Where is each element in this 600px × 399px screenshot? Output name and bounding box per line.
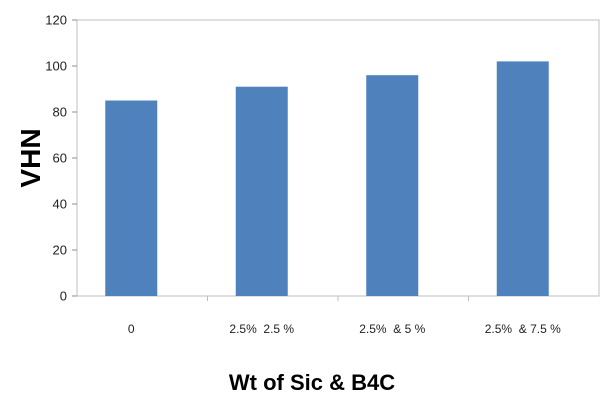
y-tick-label: 40 <box>53 197 67 212</box>
y-axis-ticks: 0 20 40 60 80 100 120 <box>45 13 77 304</box>
bars <box>105 61 549 297</box>
y-tick-label: 80 <box>53 105 67 120</box>
x-axis-categories: 0 2.5% 2.5 % 2.5% & 5 % 2.5% & 7.5 % <box>128 296 561 336</box>
y-tick-label: 60 <box>53 151 67 166</box>
bar-1 <box>235 86 288 296</box>
y-tick-label: 100 <box>45 59 67 74</box>
x-category-label: 2.5% & 7.5 % <box>485 322 561 336</box>
bar-2 <box>366 75 419 296</box>
y-tick-label: 20 <box>53 243 67 258</box>
x-category-label: 2.5% 2.5 % <box>229 322 294 336</box>
y-tick-label: 0 <box>60 289 67 304</box>
y-tick-label: 120 <box>45 13 67 28</box>
x-axis-title: Wt of Sic & B4C <box>229 370 395 395</box>
x-category-label: 2.5% & 5 % <box>359 322 425 336</box>
y-axis-title: VHN <box>15 128 46 187</box>
bar-0 <box>105 100 158 296</box>
bar-3 <box>496 61 549 297</box>
x-category-label: 0 <box>128 322 135 336</box>
